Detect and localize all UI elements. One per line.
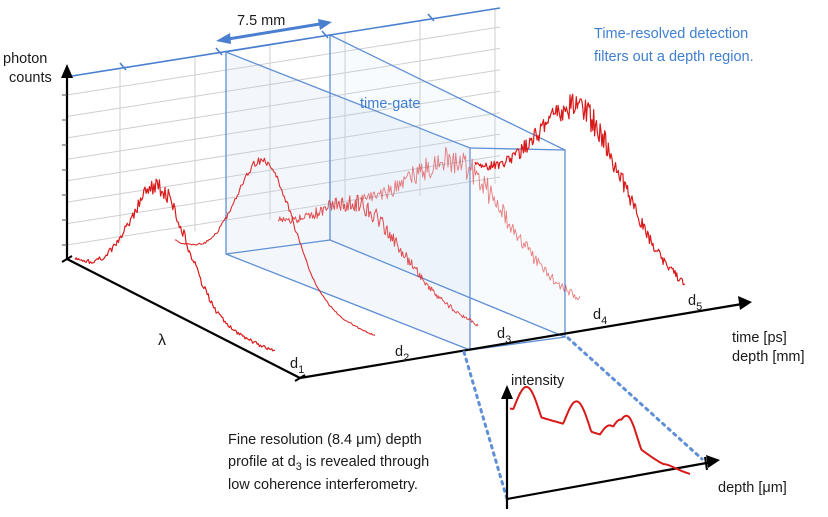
depth-axis-label: depth [mm] (732, 349, 805, 365)
top-time-axis (71, 7, 501, 77)
grid-line (66, 26, 501, 96)
depth-marker-d1: d1 (290, 356, 304, 376)
depth-marker-d5: d5 (688, 293, 702, 313)
inset-interference-trace (509, 385, 691, 475)
note-line1: Fine resolution (8.4 μm) depth (228, 432, 422, 448)
depth-marker-d3: d3 (497, 326, 511, 346)
spectrum-trace (74, 178, 275, 352)
y-axis-label-line1: photon (3, 51, 47, 67)
spectrum-trace (359, 146, 581, 301)
inset-y-arrowhead (501, 385, 513, 399)
grid-line (66, 90, 501, 160)
spectra-group (74, 93, 686, 352)
grid-line (66, 133, 501, 203)
inset-x-tick (704, 456, 708, 471)
y-axis-arrowhead (61, 64, 73, 78)
inset-x-label: depth [μm] (718, 480, 787, 496)
time-gate-box (225, 33, 566, 351)
main-axes (65, 74, 743, 380)
callout-line2: filters out a depth region. (594, 49, 754, 65)
depth-marker-d4: d4 (593, 307, 607, 327)
time-axis-arrowhead (738, 296, 752, 310)
note-line3: low coherence interferometry. (228, 477, 418, 493)
lambda-axis-ticks (61, 255, 306, 382)
time-axis-label: time [ps] (732, 330, 787, 346)
lambda-label: λ (158, 332, 166, 349)
grid-line (66, 47, 501, 117)
time-gate-label: time-gate (360, 96, 420, 112)
inset-x-arrowhead (706, 455, 720, 468)
zoom-connectors (462, 336, 704, 501)
inset-plot: intensity depth [μm] (501, 373, 787, 509)
depth-markers: d1 d2 d3 d4 d5 (290, 293, 702, 376)
y-axis-label-line2: counts (9, 70, 52, 86)
grid-line (66, 112, 501, 182)
spectrum-trace (474, 93, 686, 286)
inset-y-label: intensity (511, 373, 565, 389)
note-line2: profile at d3 is revealed through (228, 454, 429, 473)
y-axis-ticks (62, 94, 67, 246)
spectrum-trace (277, 194, 479, 327)
spectrum-trace (174, 157, 376, 336)
gate-edge (225, 239, 331, 255)
time-axis-line (299, 302, 743, 380)
gate-width-label: 7.5 mm (237, 13, 285, 29)
inset-axes (505, 392, 713, 509)
depth-marker-d2: d2 (395, 344, 409, 364)
grid-line (66, 69, 501, 139)
gate-width-arrow (216, 19, 332, 44)
grid-line (66, 176, 501, 246)
callout-line1: Time-resolved detection (594, 26, 748, 42)
lambda-axis-line (66, 258, 301, 379)
background-grid (66, 8, 501, 246)
